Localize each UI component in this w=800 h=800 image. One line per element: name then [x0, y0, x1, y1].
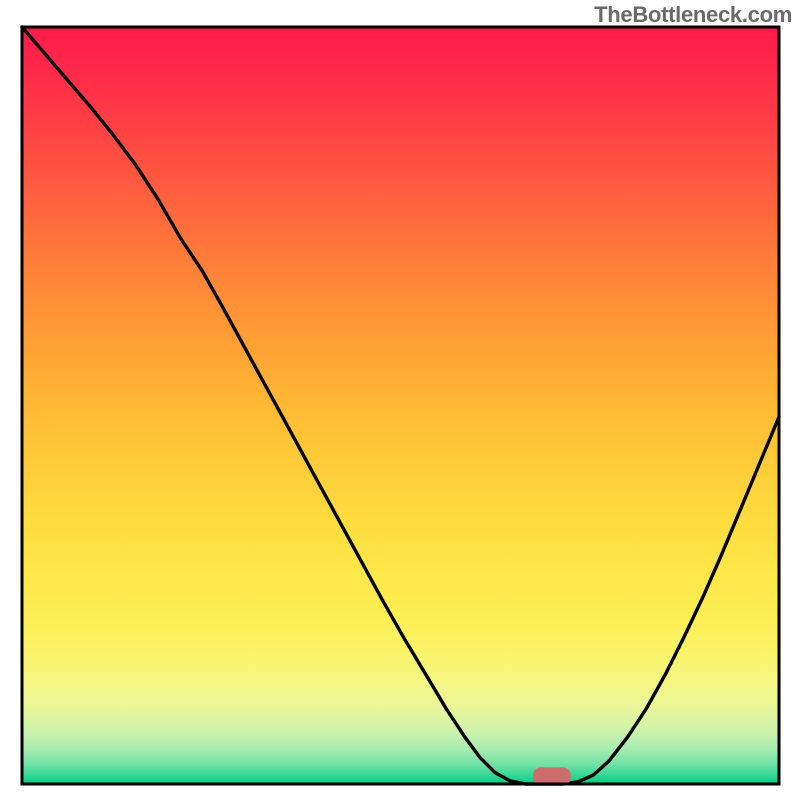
- chart-container: TheBottleneck.com: [0, 0, 800, 800]
- plot-area: [22, 27, 779, 786]
- bottleneck-chart: [0, 0, 800, 800]
